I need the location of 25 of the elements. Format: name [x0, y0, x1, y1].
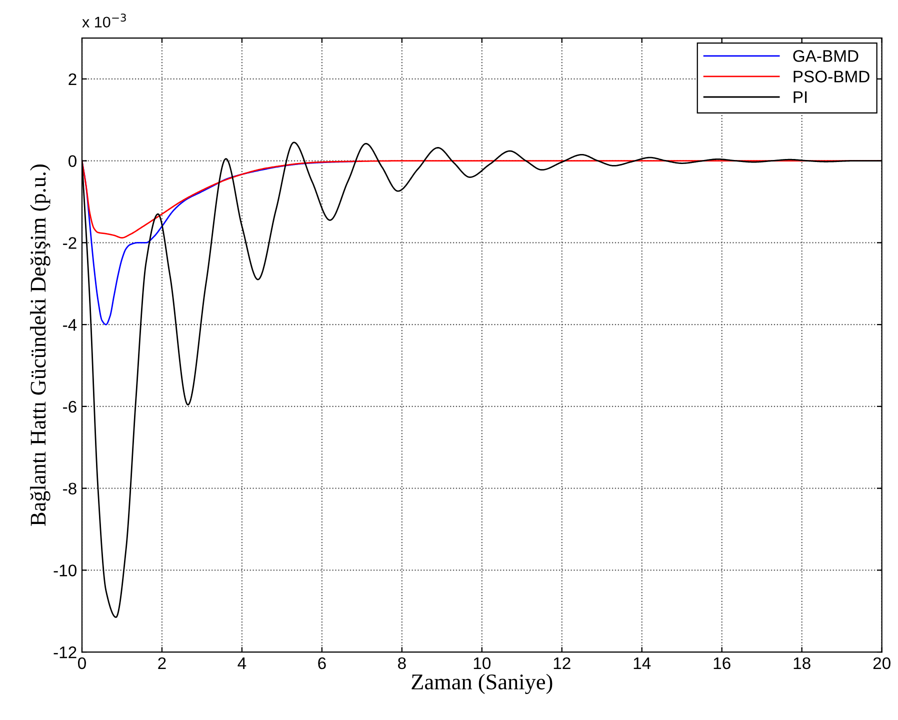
- x-tick-label: 12: [554, 657, 570, 669]
- x-tick-label: 0: [78, 657, 86, 670]
- x-axis-title: Zaman (Saniye): [412, 674, 552, 694]
- legend-label: PSO-BMD: [794, 70, 870, 82]
- x-tick-label: 6: [318, 657, 326, 670]
- y-tick-label: 2: [68, 73, 76, 85]
- y-tick-label: -12: [54, 646, 76, 658]
- x-tick-label: 10: [474, 657, 491, 670]
- x-tick-label: 16: [714, 657, 730, 670]
- text: x 10$^{−3}$: [82, 14, 126, 28]
- x-tick-label: 2: [158, 657, 166, 669]
- y-tick-label: 0: [68, 155, 76, 168]
- x-tick-label: 14: [634, 658, 651, 669]
- x-tick-label: 20: [873, 657, 890, 670]
- y-axis-title: Bağlantı Hattı Gücündeki Değişim (p.u.): [30, 164, 50, 526]
- x-tick-label: 18: [794, 657, 810, 670]
- y-tick-label: -10: [54, 564, 76, 576]
- x-tick-label: 4: [238, 658, 246, 669]
- y-tick-label: -6: [63, 400, 76, 413]
- y-tick-label: -2: [63, 237, 76, 249]
- legend-label: GA-BMD: [793, 50, 858, 62]
- y-tick-label: -8: [63, 482, 76, 494]
- x-tick-label: 8: [398, 657, 406, 670]
- y-tick-label: -4: [63, 319, 77, 331]
- legend-label: PI: [794, 91, 807, 103]
